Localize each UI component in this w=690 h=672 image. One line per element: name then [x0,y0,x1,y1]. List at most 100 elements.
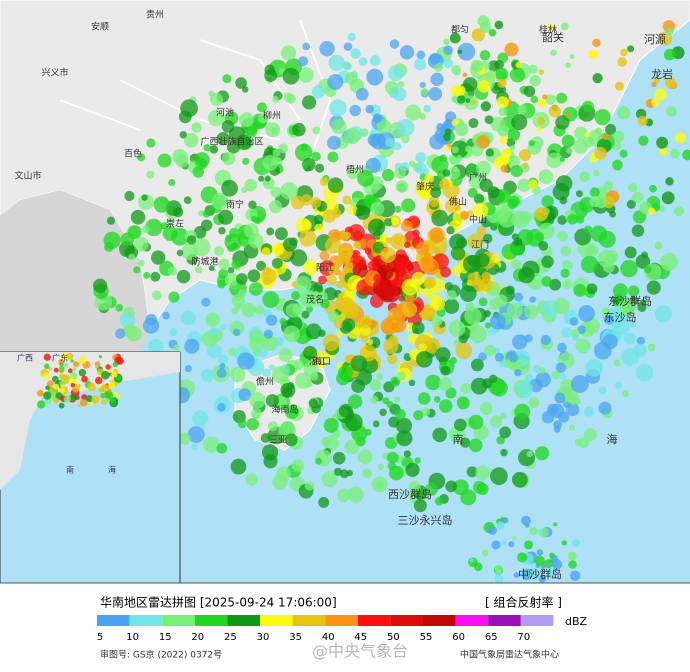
echo [451,146,459,154]
echo [231,307,239,315]
echo [338,403,353,418]
echo [237,289,247,298]
echo [133,266,141,274]
legend-label: 55 [420,632,433,643]
echo [570,570,581,581]
legend-label: 50 [387,632,400,643]
echo [362,468,372,479]
echo [456,237,468,249]
echo [145,218,163,237]
echo [682,149,690,161]
echo [460,382,472,394]
echo [589,187,600,198]
echo [115,356,124,365]
echo [446,226,455,235]
echo [242,157,250,166]
place-label: 中沙群岛 [518,567,562,581]
echo [538,69,544,75]
echo [327,310,339,323]
echo [459,210,469,220]
echo [338,297,355,313]
echo [111,371,118,378]
echo [278,143,289,154]
echo [424,173,435,184]
echo [219,323,227,331]
echo [94,376,103,385]
echo [561,260,573,272]
echo [457,49,463,55]
echo [516,381,534,398]
legend-swatch [390,615,423,626]
echo [514,403,531,420]
echo [192,410,209,427]
place-label: 肇庆 [416,181,434,193]
echo [191,443,198,450]
echo [376,481,385,490]
echo [552,183,570,201]
echo [327,151,339,163]
echo [216,368,227,378]
echo [443,45,453,55]
echo [329,99,347,117]
echo [476,225,487,237]
echo [633,343,647,358]
place-label: 贵州 [146,9,164,21]
echo [425,482,438,496]
echo [385,137,395,148]
echo [424,338,441,354]
echo [656,136,669,149]
echo [573,283,587,297]
echo [49,387,57,394]
echo [119,312,136,328]
echo [303,259,319,276]
echo [455,85,466,96]
echo [475,160,491,176]
echo [243,223,259,239]
echo [450,140,469,159]
echo [232,328,241,336]
echo [429,134,445,150]
echo [328,265,338,276]
echo [425,374,441,391]
echo [470,59,484,73]
echo [592,38,601,48]
echo [419,81,426,89]
echo [583,406,595,417]
echo [401,198,416,213]
echo [248,200,257,209]
echo [513,292,524,302]
echo [499,136,508,145]
echo [78,368,87,377]
echo [274,227,288,241]
echo [501,243,518,260]
echo [320,298,330,309]
inset-place-label: 海 [108,465,116,475]
echo [289,237,298,246]
place-label: 儋州 [256,376,274,388]
echo [572,539,580,547]
echo [670,148,680,159]
echo [646,280,661,295]
echo [221,179,238,197]
echo [612,283,628,299]
echo [395,257,413,275]
legend-label: 45 [354,632,367,643]
echo [561,327,572,338]
echo [323,417,339,433]
echo [128,253,136,261]
echo [541,276,553,287]
echo [104,391,109,396]
echo [559,156,566,162]
echo [569,317,579,326]
echo [264,64,275,76]
echo [413,499,427,513]
echo [484,322,491,329]
echo [494,59,504,70]
echo [350,48,361,59]
echo [637,302,647,312]
echo [575,190,583,198]
echo [221,151,236,166]
echo [395,417,413,434]
echo [405,104,422,121]
